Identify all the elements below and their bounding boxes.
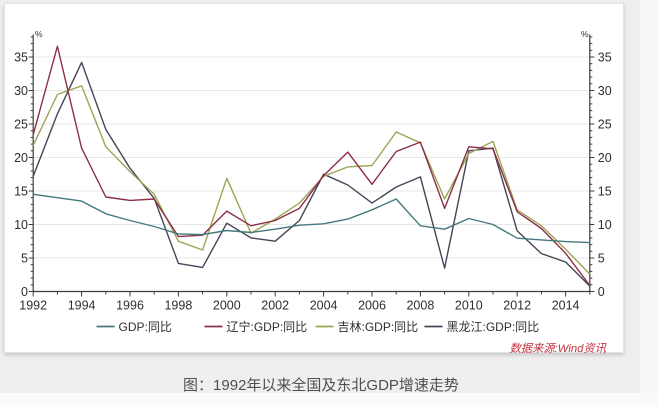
svg-text:25: 25 (598, 118, 612, 132)
svg-text:%: % (35, 29, 43, 39)
svg-text:25: 25 (14, 118, 28, 132)
svg-text:0: 0 (21, 285, 28, 299)
svg-text:2014: 2014 (552, 299, 580, 313)
svg-text:5: 5 (21, 252, 28, 266)
svg-text:20: 20 (14, 151, 28, 165)
svg-text:1996: 1996 (116, 299, 144, 313)
svg-text:1994: 1994 (68, 299, 96, 313)
svg-text:黑龙江:GDP:同比: 黑龙江:GDP:同比 (447, 320, 540, 334)
svg-text:20: 20 (598, 151, 612, 165)
svg-text:辽宁:GDP:同比: 辽宁:GDP:同比 (227, 319, 308, 334)
svg-text:2002: 2002 (261, 299, 289, 313)
svg-text:数据来源:Wind资讯: 数据来源:Wind资讯 (509, 342, 606, 355)
svg-text:1992: 1992 (19, 299, 47, 313)
svg-text:10: 10 (14, 218, 28, 232)
svg-text:GDP:同比: GDP:同比 (119, 320, 172, 334)
svg-text:35: 35 (14, 51, 28, 65)
svg-text:吉林:GDP:同比: 吉林:GDP:同比 (338, 320, 419, 334)
svg-text:15: 15 (14, 185, 28, 199)
svg-text:5: 5 (598, 252, 605, 266)
svg-text:1998: 1998 (164, 299, 192, 313)
svg-text:2008: 2008 (406, 299, 434, 313)
svg-text:30: 30 (14, 84, 28, 98)
svg-text:10: 10 (598, 218, 612, 232)
svg-text:35: 35 (598, 51, 612, 65)
svg-text:15: 15 (598, 185, 612, 199)
svg-text:2006: 2006 (358, 299, 386, 313)
svg-text:2000: 2000 (213, 299, 241, 313)
svg-text:%: % (581, 29, 589, 39)
svg-text:0: 0 (598, 285, 605, 299)
svg-text:30: 30 (598, 84, 612, 98)
svg-text:2004: 2004 (310, 299, 338, 313)
svg-text:2010: 2010 (455, 299, 483, 313)
svg-text:2012: 2012 (503, 299, 531, 313)
